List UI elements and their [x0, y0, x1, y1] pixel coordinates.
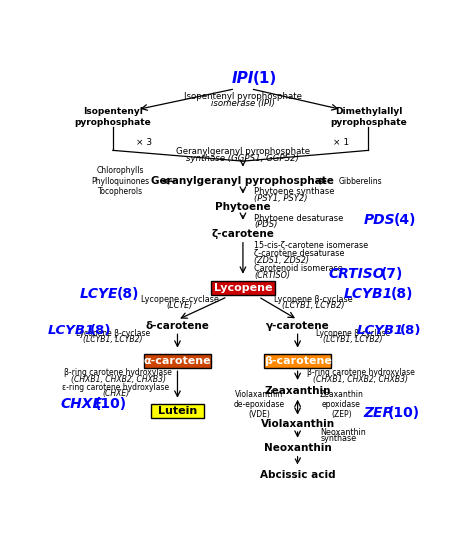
Text: (LCYE): (LCYE) [167, 301, 193, 310]
FancyBboxPatch shape [210, 281, 275, 295]
Text: Zeaxanthin
epoxidase
(ZEP): Zeaxanthin epoxidase (ZEP) [319, 390, 364, 419]
Text: (LCYB1, LCYB2): (LCYB1, LCYB2) [323, 335, 383, 344]
Text: (8): (8) [400, 324, 421, 337]
Text: (CRTISO): (CRTISO) [255, 270, 291, 279]
Text: Phytoene desaturase: Phytoene desaturase [255, 213, 344, 223]
Text: (10): (10) [94, 398, 127, 412]
Text: (7): (7) [380, 267, 403, 281]
Text: Carotenoid isomerase: Carotenoid isomerase [255, 264, 343, 273]
Text: Abcissic acid: Abcissic acid [260, 470, 336, 480]
Text: (8): (8) [390, 287, 413, 301]
Text: Phytoene: Phytoene [215, 202, 271, 212]
Text: β-ring carotene hydroxylase: β-ring carotene hydroxylase [64, 368, 172, 377]
Text: synthase (GGPS1, GGPS2): synthase (GGPS1, GGPS2) [186, 155, 300, 164]
Text: × 3: × 3 [136, 138, 152, 147]
Text: Dimethylallyl
pyrophosphate: Dimethylallyl pyrophosphate [330, 107, 407, 127]
Text: (CHXB1, CHXB2, CHXB3): (CHXB1, CHXB2, CHXB3) [71, 375, 166, 384]
Text: γ-carotene: γ-carotene [266, 321, 329, 331]
Text: ζ-carotene desaturase: ζ-carotene desaturase [255, 249, 345, 258]
Text: CHXE: CHXE [61, 398, 103, 412]
Text: IPI: IPI [232, 71, 254, 86]
Text: Violaxanthin: Violaxanthin [261, 419, 335, 429]
Text: synthase: synthase [321, 434, 357, 443]
Text: (PDS): (PDS) [255, 220, 278, 229]
Text: LCYB1: LCYB1 [344, 287, 393, 301]
Text: Isopentenyl pyrophosphate: Isopentenyl pyrophosphate [184, 92, 302, 101]
Text: (10): (10) [388, 406, 420, 420]
Text: Zeaxanthin: Zeaxanthin [264, 386, 331, 395]
Text: Lycopene β-cyclase: Lycopene β-cyclase [76, 329, 150, 338]
Text: Violaxanthin
de-epoxidase
(VDE): Violaxanthin de-epoxidase (VDE) [234, 390, 285, 419]
Text: (CHXE): (CHXE) [102, 389, 129, 398]
Text: CRTISO: CRTISO [328, 267, 385, 281]
Text: Lutein: Lutein [158, 407, 197, 417]
Text: Lycopene: Lycopene [214, 283, 272, 293]
Text: Neoxanthin: Neoxanthin [321, 428, 366, 437]
Text: × 1: × 1 [333, 138, 349, 147]
Text: ζ-carotene: ζ-carotene [211, 229, 274, 239]
Text: LCYB1: LCYB1 [356, 324, 403, 337]
Text: δ-carotene: δ-carotene [146, 321, 210, 331]
Text: β-ring carotene hydroxylase: β-ring carotene hydroxylase [307, 368, 415, 377]
Text: α-carotene: α-carotene [144, 356, 211, 366]
FancyBboxPatch shape [264, 354, 331, 368]
Text: Lycopene β-cyclase: Lycopene β-cyclase [316, 329, 390, 338]
Text: (8): (8) [117, 287, 139, 301]
Text: (CHXB1, CHXB2, CHXB3): (CHXB1, CHXB2, CHXB3) [313, 375, 408, 384]
Text: LCYE: LCYE [80, 287, 118, 301]
FancyBboxPatch shape [151, 404, 204, 418]
Text: (ZDS1, ZDS2): (ZDS1, ZDS2) [255, 256, 310, 265]
Text: LCYB1: LCYB1 [47, 324, 95, 337]
Text: PDS: PDS [364, 213, 396, 227]
Text: (4): (4) [394, 213, 417, 227]
Text: (LCYB1, LCYB2): (LCYB1, LCYB2) [83, 335, 143, 344]
Text: Neoxanthin: Neoxanthin [264, 444, 331, 454]
Text: Lycopene ε-cyclase: Lycopene ε-cyclase [141, 295, 219, 304]
Text: β-carotene: β-carotene [264, 356, 331, 366]
Text: 15-cis-ζ-carotene isomerase: 15-cis-ζ-carotene isomerase [255, 241, 369, 250]
Text: Isopentenyl
pyrophosphate: Isopentenyl pyrophosphate [74, 107, 151, 127]
Text: (8): (8) [90, 324, 111, 337]
Text: (PSY1, PSY2): (PSY1, PSY2) [255, 194, 308, 203]
Text: ZEP: ZEP [364, 406, 393, 420]
Text: ε-ring carotene hydroxylase: ε-ring carotene hydroxylase [62, 383, 169, 392]
Text: Lycopene β-cyclase: Lycopene β-cyclase [273, 295, 352, 304]
Text: Phytoene synthase: Phytoene synthase [255, 188, 335, 197]
Text: Geranylgeranyl pyrophosphate: Geranylgeranyl pyrophosphate [152, 176, 334, 186]
Text: (LCYB1, LCYB2): (LCYB1, LCYB2) [282, 301, 344, 310]
Text: Chlorophylls
Phylloquinones
Tocopherols: Chlorophylls Phylloquinones Tocopherols [91, 166, 150, 196]
Text: Geranylgeranyl pyrophosphate: Geranylgeranyl pyrophosphate [176, 147, 310, 156]
Text: Gibberelins: Gibberelins [339, 176, 383, 186]
FancyBboxPatch shape [144, 354, 211, 368]
Text: isomerase (IPI): isomerase (IPI) [211, 99, 275, 108]
Text: (1): (1) [252, 71, 277, 86]
